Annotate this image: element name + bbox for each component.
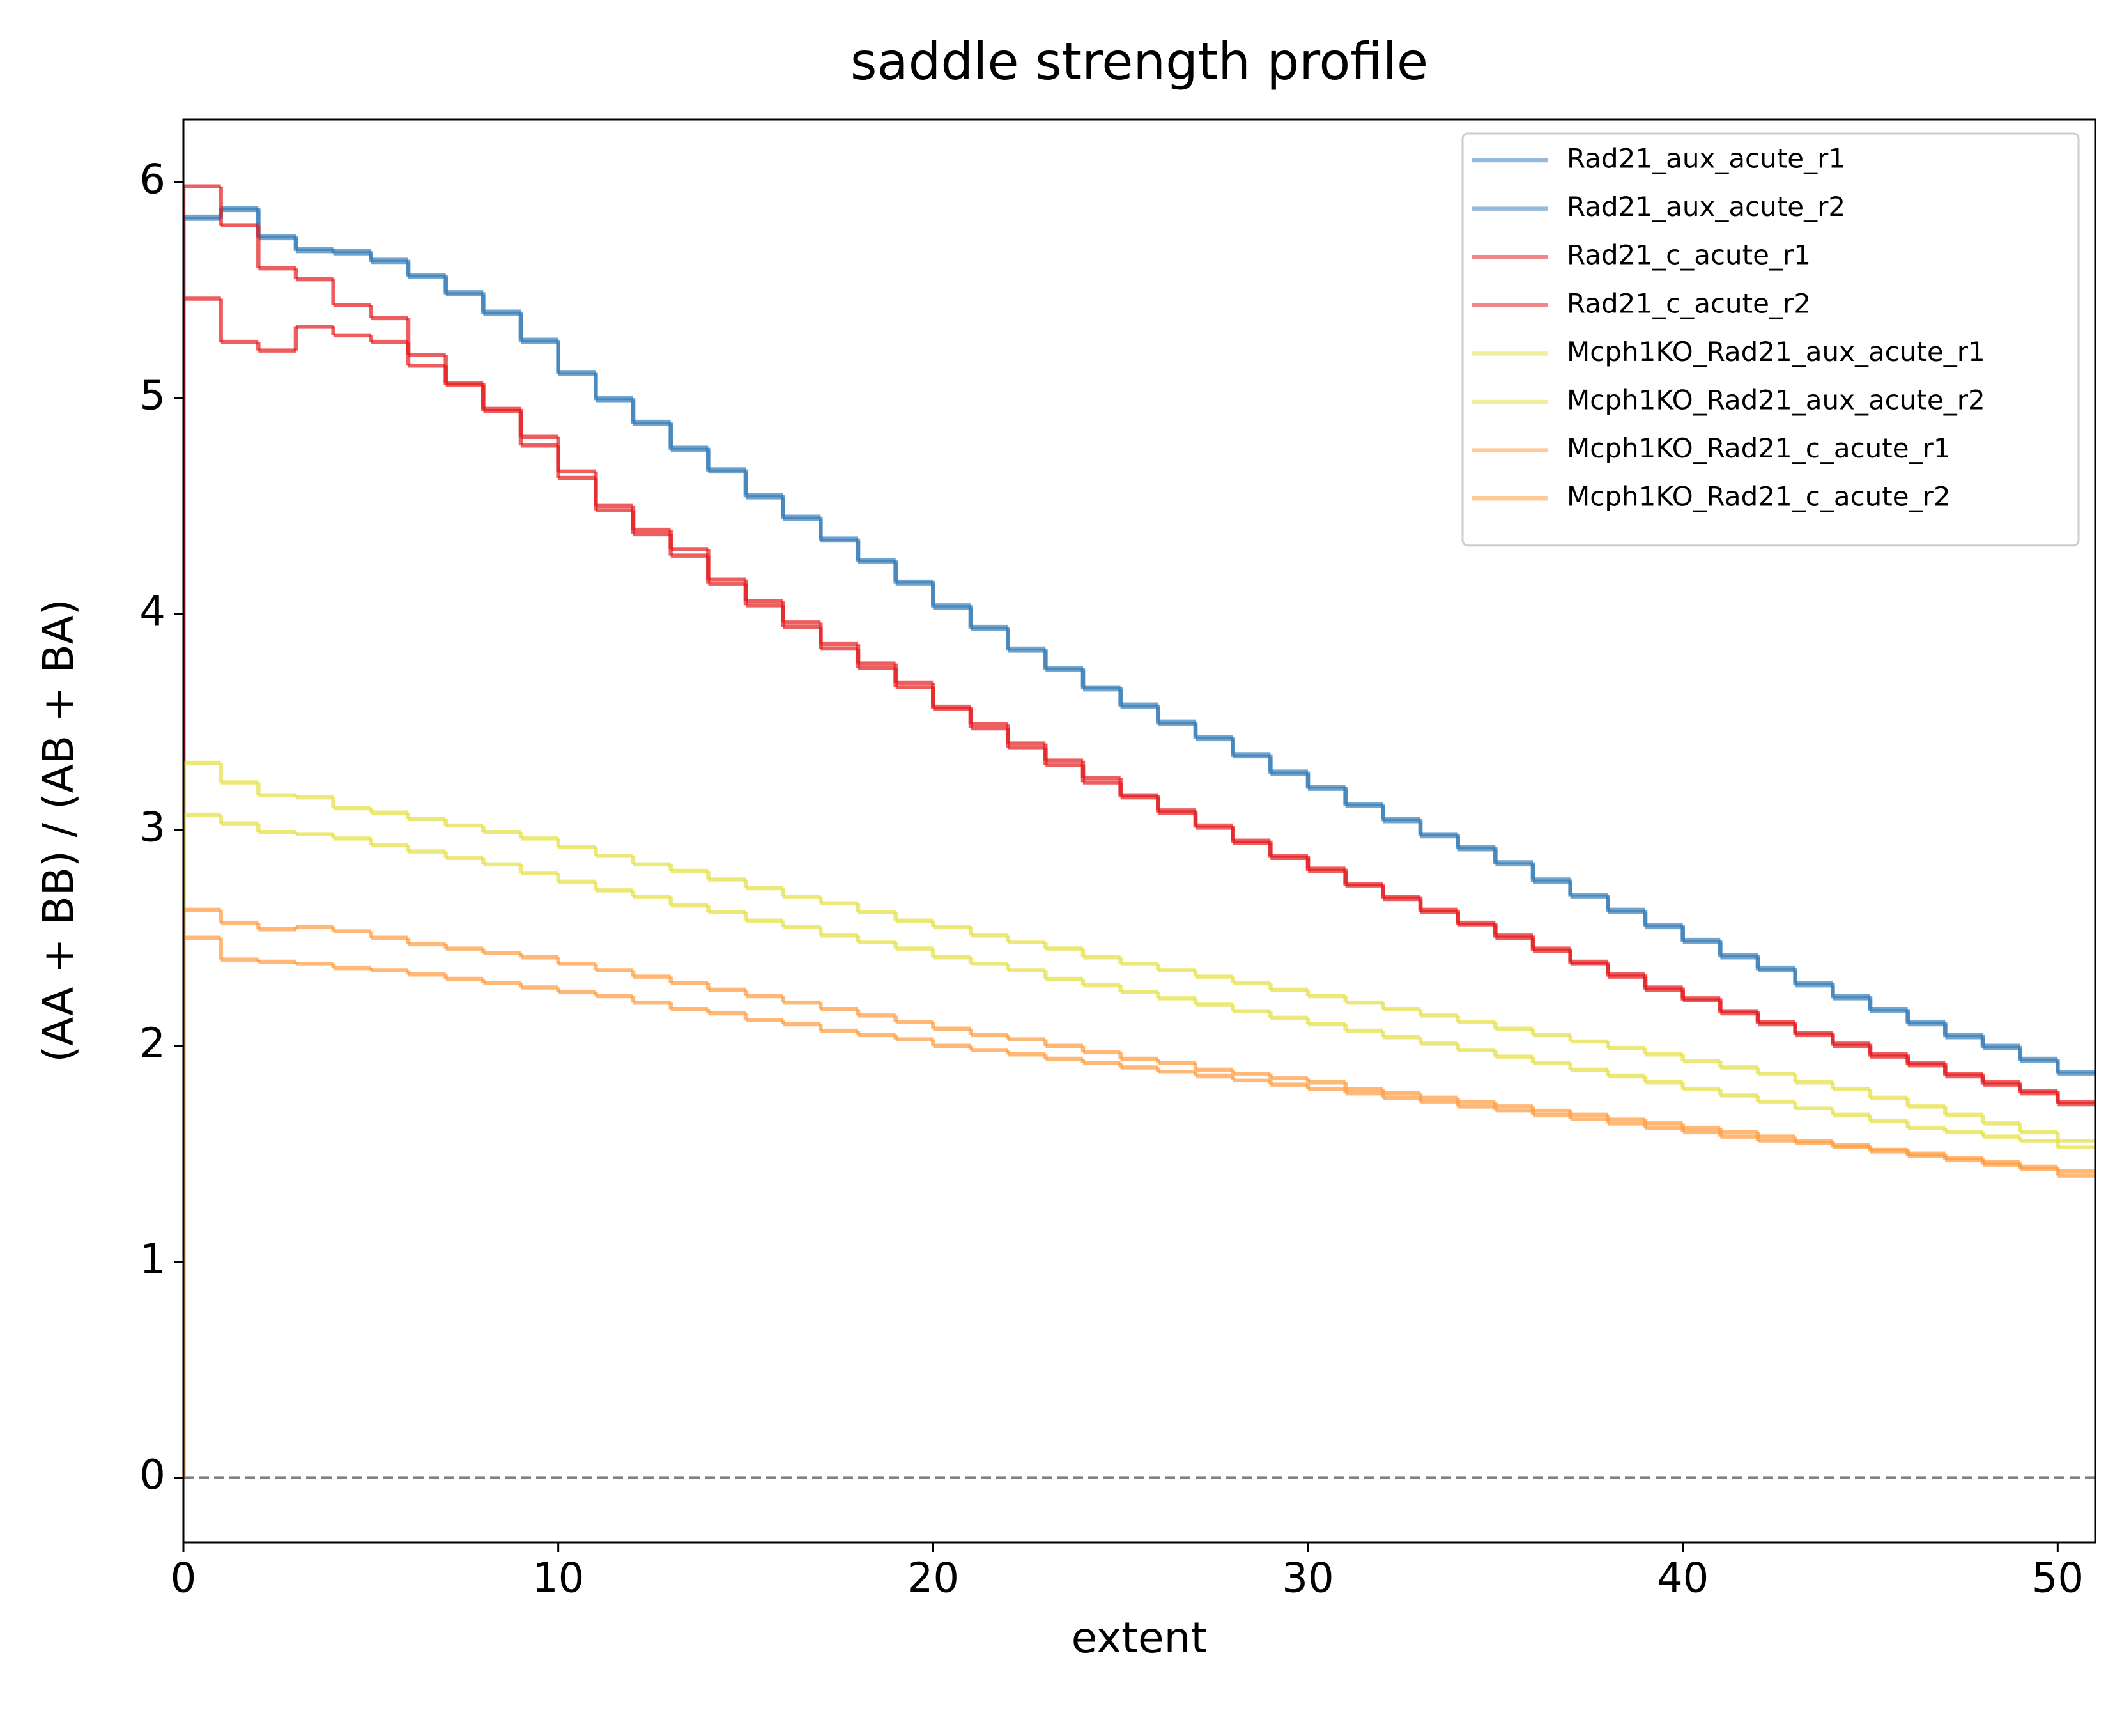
legend-label: Rad21_c_acute_r2 [1567,288,1811,319]
legend-label: Rad21_c_acute_r1 [1567,240,1811,271]
legend-box [1461,132,2080,547]
y-tick-label: 4 [139,588,165,635]
legend-label: Rad21_aux_acute_r1 [1567,143,1845,174]
y-tick-label: 5 [139,373,165,420]
legend-label: Mcph1KO_Rad21_aux_acute_r2 [1567,385,1985,416]
legend-label: Mcph1KO_Rad21_c_acute_r2 [1567,481,1951,512]
x-axis-label: extent [1072,1613,1208,1663]
x-tick-label: 30 [1282,1555,1334,1602]
x-tick-label: 20 [907,1555,959,1602]
axes-frame [182,118,2096,1544]
x-tick-label: 0 [171,1555,197,1602]
chart-title: saddle strength profile [850,32,1428,91]
y-axis-label: (AA + BB) / (AB + BA) [34,599,83,1062]
plot-area [183,184,2095,1479]
y-tick-label: 3 [139,804,165,851]
y-tick-label: 2 [139,1020,165,1067]
x-tick-label: 10 [532,1555,584,1602]
y-tick-label: 0 [139,1452,165,1499]
y-tick-label: 1 [139,1236,165,1283]
y-tick-label: 6 [139,157,165,204]
x-tick-label: 50 [2032,1555,2084,1602]
legend-label: Mcph1KO_Rad21_c_acute_r1 [1567,433,1951,464]
legend-label: Mcph1KO_Rad21_aux_acute_r1 [1567,336,1985,367]
x-tick-label: 40 [1657,1555,1709,1602]
legend-label: Rad21_aux_acute_r2 [1567,191,1845,222]
